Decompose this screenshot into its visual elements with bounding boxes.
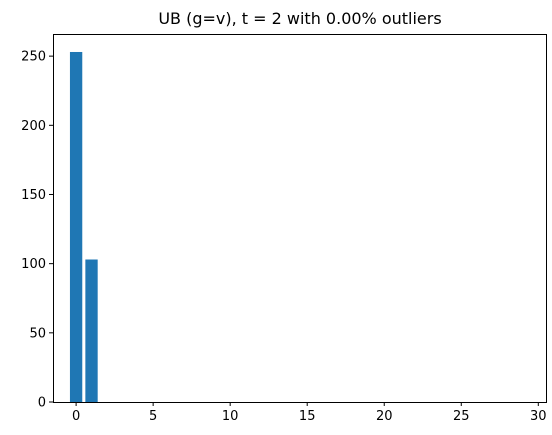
y-tick-label: 100: [21, 257, 46, 272]
x-tick-label: 10: [222, 409, 239, 424]
x-tick-label: 5: [149, 409, 157, 424]
y-tick-label: 150: [21, 188, 46, 203]
x-tick-label: 0: [72, 409, 80, 424]
chart-title: UB (g=v), t = 2 with 0.00% outliers: [158, 9, 441, 28]
x-axis-ticks: 0 5 10 15 20 25 30: [72, 402, 547, 424]
y-tick-label: 0: [38, 396, 46, 411]
bar-1: [85, 259, 98, 402]
x-tick-label: 30: [530, 409, 547, 424]
plot-frame: [53, 34, 547, 403]
x-tick-label: 15: [299, 409, 316, 424]
y-tick-label: 200: [21, 119, 46, 134]
x-tick-label: 25: [453, 409, 470, 424]
y-axis-ticks: 0 50 100 150 200 250: [21, 50, 53, 411]
bars-layer: [69, 51, 98, 403]
y-tick-label: 250: [21, 50, 46, 65]
y-tick-label: 50: [29, 326, 46, 341]
bar-0: [69, 51, 83, 403]
x-tick-label: 20: [376, 409, 393, 424]
